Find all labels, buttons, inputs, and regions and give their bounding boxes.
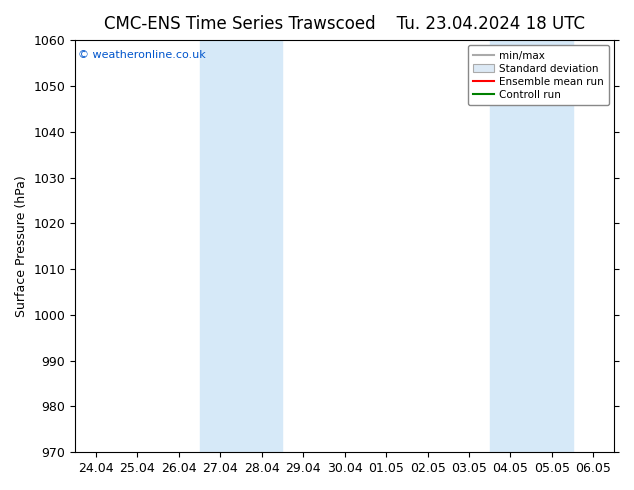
Legend: min/max, Standard deviation, Ensemble mean run, Controll run: min/max, Standard deviation, Ensemble me… [468,45,609,105]
Bar [200,40,283,452]
Y-axis label: Surface Pressure (hPa): Surface Pressure (hPa) [15,175,28,317]
Bar [489,40,573,452]
Title: CMC-ENS Time Series Trawscoed    Tu. 23.04.2024 18 UTC: CMC-ENS Time Series Trawscoed Tu. 23.04.… [104,15,585,33]
Text: © weatheronline.co.uk: © weatheronline.co.uk [78,50,205,60]
